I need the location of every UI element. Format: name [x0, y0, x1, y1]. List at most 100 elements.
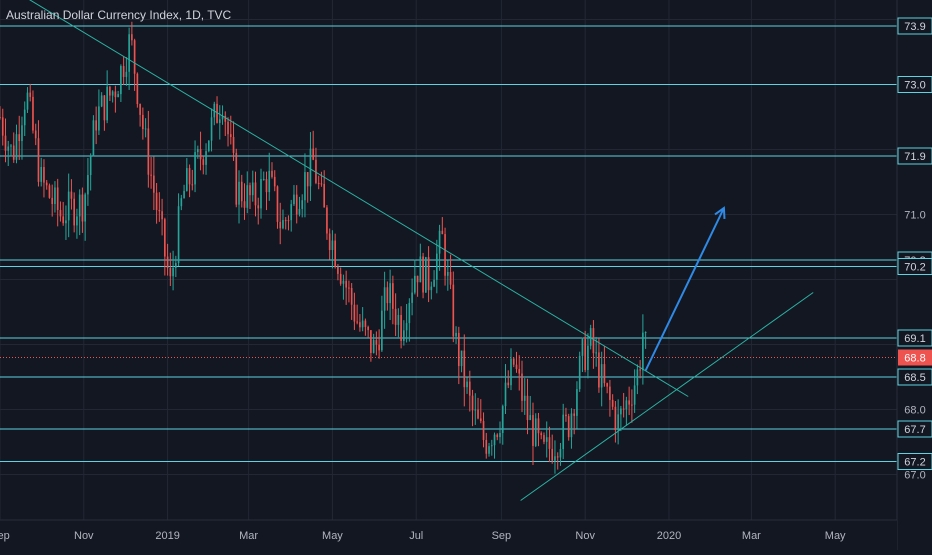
candle-body [106, 86, 108, 121]
candle-body [260, 179, 262, 209]
candle-body [0, 117, 1, 118]
candle-body [73, 198, 76, 226]
level-label: 68.5 [904, 372, 925, 384]
candle-body [438, 230, 441, 254]
candle-body [12, 145, 15, 160]
candle-body [348, 287, 350, 289]
candle-body [339, 273, 342, 284]
candle-body [205, 151, 207, 165]
candle-body [515, 364, 518, 370]
candle-body [468, 381, 471, 396]
candle-body [207, 140, 210, 152]
candle-body [466, 381, 468, 388]
candle-body [287, 220, 290, 222]
candle-body [501, 406, 504, 433]
level-label: 71.9 [904, 151, 925, 163]
candle-body [383, 287, 386, 311]
candle-body [523, 395, 526, 401]
candle-body [435, 253, 438, 280]
candle-body [293, 194, 295, 205]
candle-body [114, 91, 117, 98]
candle-body [169, 267, 172, 277]
candle-body [507, 382, 510, 386]
candle-body [416, 275, 419, 283]
candle-body [372, 340, 375, 353]
candle-body [59, 210, 62, 217]
candle-body [246, 185, 249, 208]
candle-body [584, 339, 587, 370]
candle-body [488, 446, 490, 454]
candle-body [221, 115, 224, 120]
candle-body [95, 120, 97, 131]
candle-body [175, 263, 177, 268]
candle-body [587, 345, 589, 370]
candle-body [122, 66, 125, 77]
candle-body [323, 183, 326, 208]
candle-body [364, 320, 367, 327]
candle-body [70, 191, 73, 199]
candle-body [562, 414, 565, 450]
candle-body [592, 328, 595, 354]
candle-body [196, 149, 199, 153]
x-tick-label: Jul [409, 530, 423, 542]
candle-body [411, 292, 413, 303]
x-tick-label: Mar [742, 530, 761, 542]
candle-body [301, 200, 304, 209]
candle-body [194, 152, 196, 185]
trendline-ascending-support [520, 292, 814, 501]
candle-body [227, 121, 229, 135]
candle-body [441, 230, 444, 235]
candle-body [32, 96, 34, 131]
candle-body [56, 187, 59, 211]
candle-body [229, 134, 232, 138]
candle-body [98, 106, 100, 131]
candle-body [386, 287, 389, 304]
candle-body [625, 400, 628, 410]
level-label: 73.9 [904, 21, 925, 33]
candle-body [87, 175, 89, 195]
candle-body [4, 135, 7, 151]
level-label: 73.0 [904, 80, 925, 92]
y-tick-label: 67.0 [904, 470, 925, 482]
level-label-box [897, 329, 932, 347]
candle-body [282, 220, 284, 229]
candle-body [526, 395, 529, 421]
candle-body [622, 408, 625, 410]
candle-body [452, 284, 455, 337]
candle-body [578, 355, 581, 390]
candle-body [51, 197, 54, 204]
level-label-box [897, 420, 932, 438]
candle-body [257, 205, 260, 209]
candle-body [617, 414, 619, 431]
candle-body [457, 332, 460, 367]
candle-body [251, 182, 254, 196]
candle-body [581, 339, 584, 356]
candle-body [320, 183, 323, 185]
candle-body [43, 167, 45, 183]
candle-body [295, 194, 298, 215]
candle-body [370, 330, 372, 353]
chart-title: Australian Dollar Currency Index, 1D, TV… [6, 8, 232, 22]
candle-body [315, 159, 317, 183]
candle-body [427, 257, 430, 291]
candle-body [532, 415, 534, 446]
candle-body [334, 240, 336, 267]
candle-body [422, 256, 424, 293]
candle-body [161, 211, 163, 220]
candle-body [433, 279, 435, 287]
candle-body [499, 432, 501, 438]
candle-body [62, 216, 65, 224]
candle-body [367, 326, 369, 331]
candle-body [158, 209, 161, 212]
candle-body [359, 322, 361, 328]
candle-body [534, 418, 537, 446]
candle-body [271, 170, 273, 177]
candle-body [477, 409, 479, 419]
candle-body [312, 148, 315, 160]
trendlines [29, 0, 814, 501]
level-label-box [897, 258, 932, 275]
candle-body [92, 120, 95, 156]
candle-body [378, 344, 380, 351]
